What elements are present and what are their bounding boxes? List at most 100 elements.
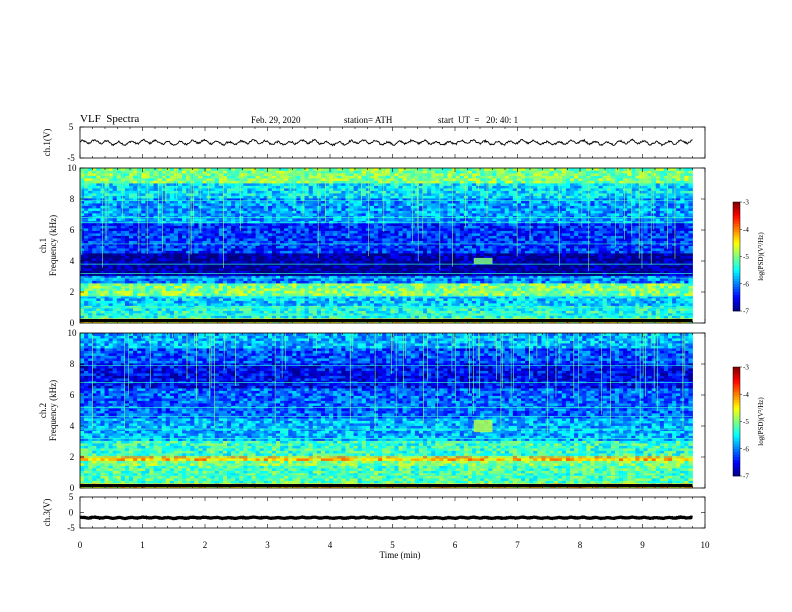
spectrogram-cell bbox=[206, 258, 212, 261]
spectrogram-cell bbox=[198, 280, 203, 284]
spectrogram-cell bbox=[610, 300, 616, 304]
spectrogram-cell bbox=[651, 260, 657, 264]
spectrogram-cell bbox=[480, 288, 485, 291]
spectrogram-cell bbox=[271, 298, 277, 301]
spectrogram-cell bbox=[488, 283, 493, 286]
spectrogram-cell bbox=[455, 288, 461, 291]
spectrogram-cell bbox=[668, 310, 673, 314]
spectrogram-cell bbox=[120, 245, 126, 249]
spectrogram-cell bbox=[145, 305, 150, 309]
spectrogram-cell bbox=[280, 270, 285, 274]
spectrogram-cell bbox=[173, 258, 179, 261]
spectrogram-cell bbox=[418, 270, 424, 274]
spectrogram-cell bbox=[353, 248, 359, 251]
spectrogram-cell bbox=[414, 255, 420, 259]
spectrogram-cell bbox=[574, 268, 579, 271]
spectrogram-cell bbox=[565, 303, 571, 306]
spectrogram-cell bbox=[492, 305, 497, 309]
spectrogram-cell bbox=[178, 315, 183, 319]
spectrogram-cell bbox=[104, 250, 109, 254]
spectrogram-cell bbox=[598, 298, 604, 301]
spectrogram-cell bbox=[182, 305, 187, 309]
spectrogram-cell bbox=[655, 255, 661, 259]
spectrogram-cell bbox=[300, 255, 305, 259]
spectrogram-cell bbox=[337, 303, 342, 306]
spectrogram-cell bbox=[194, 245, 199, 249]
spectrogram-cell bbox=[153, 290, 158, 294]
spectrogram-cell bbox=[357, 260, 363, 264]
spectrogram-cell bbox=[231, 290, 236, 294]
spectrogram-cell bbox=[606, 280, 612, 284]
spectrogram-cell bbox=[680, 243, 685, 246]
spectrogram-cell bbox=[639, 308, 644, 311]
spectrogram-cell bbox=[133, 315, 138, 319]
spectrogram-cell bbox=[284, 258, 289, 261]
spectrogram-cell bbox=[623, 315, 628, 319]
spectrogram-cell bbox=[263, 298, 269, 301]
spectrogram-cell bbox=[512, 270, 518, 274]
spectrogram-cell bbox=[129, 303, 134, 306]
spectrogram-cell bbox=[410, 250, 416, 254]
spectrogram-cell bbox=[602, 245, 608, 249]
spectrogram-cell bbox=[614, 260, 620, 264]
spectrogram-cell bbox=[512, 258, 518, 261]
spectrogram-cell bbox=[672, 278, 677, 281]
spectrogram-cell bbox=[243, 270, 248, 274]
spectrogram-cell bbox=[288, 258, 293, 261]
spectrogram-cell bbox=[320, 288, 326, 291]
spectrogram-cell bbox=[341, 245, 346, 249]
spectrogram-cell bbox=[194, 265, 199, 269]
spectrogram-cell bbox=[619, 305, 624, 309]
spectrogram-cell bbox=[108, 253, 114, 256]
spectrogram-cell bbox=[337, 288, 342, 291]
spectrogram-cell bbox=[165, 240, 171, 244]
spectrogram-cell bbox=[308, 270, 314, 274]
spectrogram-cell bbox=[394, 265, 399, 269]
spectrogram-cell bbox=[133, 245, 138, 249]
spectrogram-cell bbox=[386, 253, 391, 256]
spectrogram-cell bbox=[427, 245, 432, 249]
spectrogram-cell bbox=[247, 285, 252, 289]
spectrogram-cell bbox=[504, 265, 510, 269]
spectrogram-cell bbox=[259, 280, 265, 284]
spectrogram-cell bbox=[598, 255, 604, 259]
spectrogram-cell bbox=[92, 283, 97, 286]
spectrogram-cell bbox=[688, 250, 693, 254]
spectrogram-cell bbox=[561, 310, 567, 314]
spectrogram-cell bbox=[288, 288, 293, 291]
spectrogram-cell bbox=[533, 300, 538, 304]
spectrogram-cell bbox=[218, 243, 224, 246]
spectrogram-cell bbox=[561, 308, 567, 311]
spectrogram-cell bbox=[316, 268, 322, 271]
spectrogram-cell bbox=[378, 270, 383, 274]
spectrogram-cell bbox=[390, 278, 395, 281]
spectrogram-cell bbox=[565, 253, 571, 256]
spectrogram-cell bbox=[619, 303, 624, 306]
spectrogram-cell bbox=[582, 283, 587, 286]
spectrogram-cell bbox=[529, 248, 534, 251]
spectrogram-cell bbox=[414, 283, 420, 286]
spectrogram-cell bbox=[218, 265, 224, 269]
spectrogram-cell bbox=[504, 260, 510, 264]
spectrogram-cell bbox=[361, 290, 367, 294]
spectrogram-cell bbox=[680, 293, 685, 296]
spectrogram-cell bbox=[688, 308, 693, 311]
spectrogram-cell bbox=[574, 285, 579, 289]
spectrogram-cell bbox=[680, 255, 685, 259]
spectrogram-cell bbox=[186, 303, 191, 306]
spectrogram-cell bbox=[165, 283, 171, 286]
spectrogram-cell bbox=[614, 310, 620, 314]
spectrogram-cell bbox=[508, 300, 514, 304]
spectrogram-cell bbox=[267, 245, 273, 249]
spectrogram-cell bbox=[537, 298, 542, 301]
spectrogram-cell bbox=[320, 310, 326, 314]
spectrogram-cell bbox=[655, 310, 661, 314]
spectrogram-cell bbox=[271, 270, 277, 274]
spectrogram-cell bbox=[353, 298, 359, 301]
spectrogram-cell bbox=[300, 308, 305, 311]
spectrogram-cell bbox=[325, 245, 330, 249]
spectrogram-cell bbox=[251, 283, 256, 286]
spectrogram-cell bbox=[610, 268, 616, 271]
spectrogram-cell bbox=[614, 303, 620, 306]
spectrogram-cell bbox=[190, 303, 195, 306]
